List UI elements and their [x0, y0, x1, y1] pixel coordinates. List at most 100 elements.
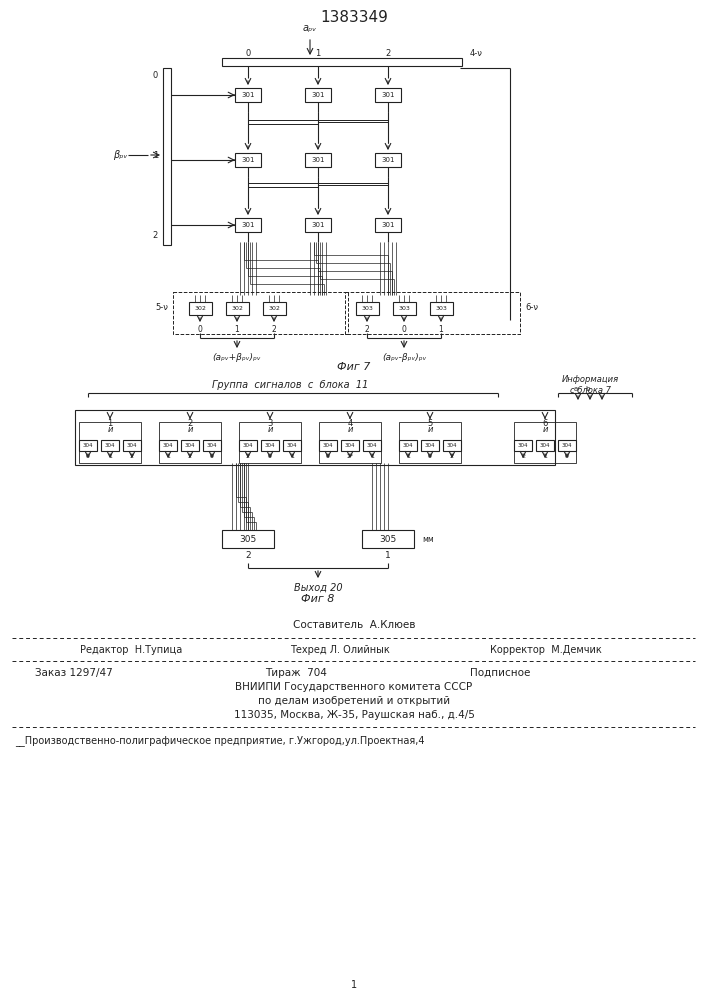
Bar: [375, 88, 401, 102]
Text: 2: 2: [385, 48, 391, 57]
Text: 304: 304: [83, 443, 93, 448]
Text: 305: 305: [380, 534, 397, 544]
Bar: [356, 302, 379, 315]
Text: 2: 2: [521, 454, 525, 460]
Text: 5: 5: [427, 420, 433, 428]
Bar: [181, 440, 199, 451]
Text: 1: 1: [107, 420, 112, 428]
Text: 2: 2: [365, 324, 369, 334]
Text: 0: 0: [210, 454, 214, 460]
Text: 304: 304: [127, 443, 137, 448]
Text: Техред Л. Олийнык: Техред Л. Олийнык: [290, 645, 390, 655]
Text: и: и: [542, 426, 548, 434]
Bar: [239, 440, 257, 451]
Text: 2: 2: [271, 324, 276, 334]
Text: 304: 304: [105, 443, 115, 448]
Bar: [345, 292, 520, 334]
Text: 303: 303: [436, 306, 448, 311]
Text: 304: 304: [447, 443, 457, 448]
Text: 301: 301: [241, 157, 255, 163]
Text: 0: 0: [402, 324, 407, 334]
Text: 0: 0: [268, 454, 272, 460]
Text: 304: 304: [539, 443, 550, 448]
Bar: [430, 302, 453, 315]
Bar: [101, 440, 119, 451]
Text: 6-ν: 6-ν: [525, 304, 538, 312]
Text: 2: 2: [153, 231, 158, 239]
Bar: [261, 440, 279, 451]
Text: (aₚᵥ+βₚᵥ)ₚᵥ: (aₚᵥ+βₚᵥ)ₚᵥ: [213, 354, 262, 362]
Bar: [263, 302, 286, 315]
Bar: [235, 153, 261, 167]
Text: и: и: [427, 426, 433, 434]
Bar: [159, 422, 221, 463]
Text: (aₚᵥ-βₚᵥ)ₚᵥ: (aₚᵥ-βₚᵥ)ₚᵥ: [382, 354, 426, 362]
Text: 4: 4: [347, 420, 353, 428]
Text: Фиг 7: Фиг 7: [337, 362, 370, 372]
Text: 3: 3: [267, 420, 273, 428]
Bar: [283, 440, 301, 451]
Bar: [514, 422, 576, 463]
Text: a: a: [574, 386, 578, 392]
Bar: [375, 218, 401, 232]
Text: 304: 304: [163, 443, 173, 448]
Bar: [319, 422, 381, 463]
Bar: [305, 218, 331, 232]
Bar: [159, 440, 177, 451]
Text: 301: 301: [241, 222, 255, 228]
Bar: [123, 440, 141, 451]
Bar: [558, 440, 576, 451]
Text: b: b: [586, 386, 590, 392]
Text: 1: 1: [315, 48, 321, 57]
Text: 301: 301: [381, 92, 395, 98]
Text: βₚᵥ: βₚᵥ: [114, 150, 128, 160]
Bar: [226, 302, 249, 315]
Text: Фиг 8: Фиг 8: [301, 594, 334, 604]
Text: 301: 301: [311, 222, 325, 228]
Bar: [163, 68, 171, 245]
Text: 2*: 2*: [346, 454, 354, 460]
Text: 5-ν: 5-ν: [155, 304, 168, 312]
Text: 0: 0: [153, 70, 158, 80]
Bar: [222, 58, 462, 66]
Bar: [362, 530, 414, 548]
Bar: [399, 440, 417, 451]
Text: 1: 1: [290, 454, 294, 460]
Bar: [235, 218, 261, 232]
Text: 0: 0: [197, 324, 202, 334]
Text: и: и: [347, 426, 353, 434]
Text: и: и: [107, 426, 112, 434]
Bar: [173, 292, 348, 334]
Bar: [189, 302, 212, 315]
Text: 302: 302: [232, 306, 243, 311]
Text: 304: 304: [287, 443, 297, 448]
Text: 1: 1: [153, 150, 158, 159]
Text: aₚᵥ: aₚᵥ: [303, 23, 317, 33]
Text: Корректор  М.Демчик: Корректор М.Демчик: [490, 645, 602, 655]
Text: 4-ν: 4-ν: [470, 48, 483, 57]
Bar: [319, 440, 337, 451]
Text: 304: 304: [264, 443, 275, 448]
Text: 2: 2: [130, 454, 134, 460]
Text: 304: 304: [185, 443, 195, 448]
Bar: [203, 440, 221, 451]
Bar: [421, 440, 439, 451]
Bar: [305, 153, 331, 167]
Text: 1: 1: [370, 454, 374, 460]
Text: 301: 301: [311, 92, 325, 98]
Text: 2: 2: [450, 454, 454, 460]
Text: 304: 304: [323, 443, 333, 448]
Text: 304: 304: [367, 443, 378, 448]
Text: мм: мм: [422, 534, 434, 544]
Text: 304: 304: [425, 443, 436, 448]
Text: 2: 2: [188, 454, 192, 460]
Text: 2: 2: [245, 552, 251, 560]
Text: Заказ 1297/47: Заказ 1297/47: [35, 668, 112, 678]
Text: ВНИИПИ Государственного комитета СССР: ВНИИПИ Государственного комитета СССР: [235, 682, 472, 692]
Bar: [75, 410, 555, 465]
Bar: [79, 422, 141, 463]
Text: 302: 302: [269, 306, 281, 311]
Text: и: и: [187, 426, 193, 434]
Text: Тираж  704: Тираж 704: [265, 668, 327, 678]
Bar: [239, 422, 301, 463]
